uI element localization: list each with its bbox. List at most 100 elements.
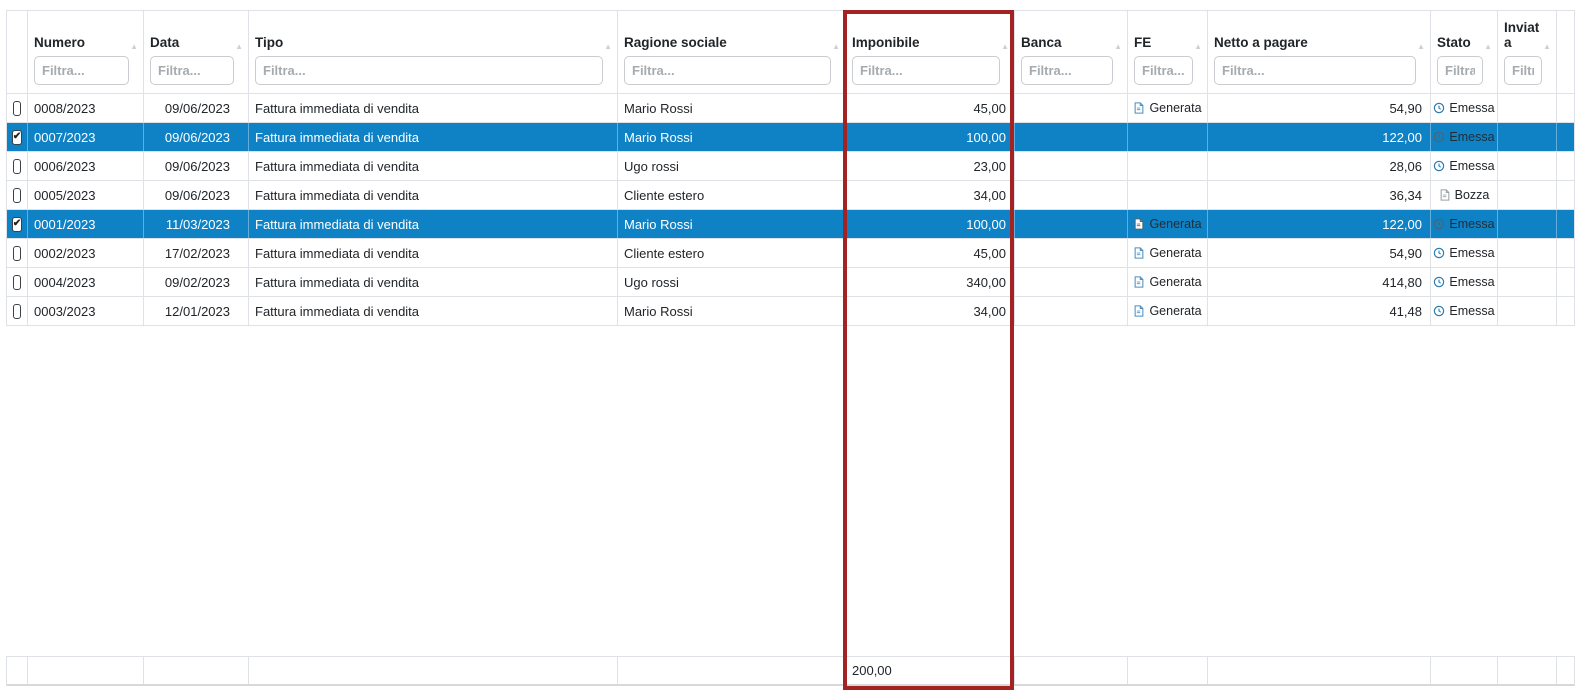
row-checkbox[interactable] <box>13 303 21 319</box>
cell-ragione_sociale: Ugo rossi <box>618 268 846 296</box>
table-row[interactable]: 0004/2023 09/02/2023 Fattura immediata di … <box>6 268 1575 297</box>
cell-stato: Emessa <box>1431 239 1498 267</box>
cell-select[interactable]: ✔ <box>7 123 28 151</box>
cell-netto_a_pagare: 41,48 <box>1208 297 1431 325</box>
cell-numero: 0001/2023 <box>28 210 144 238</box>
table-empty-area <box>6 326 1575 656</box>
table-row[interactable]: 0005/2023 09/06/2023 Fattura immediata di … <box>6 181 1575 210</box>
fe-status-label: Generata <box>1149 275 1202 289</box>
cell-data: 09/06/2023 <box>144 181 249 209</box>
row-checkbox[interactable] <box>13 158 21 174</box>
cell-filler <box>1557 181 1576 209</box>
fe-generata-file-icon <box>1133 218 1145 230</box>
table-footer-row: 200,00 <box>6 656 1575 686</box>
cell-banca <box>1015 123 1128 151</box>
cell-select[interactable] <box>7 181 28 209</box>
cell-select[interactable]: ✔ <box>7 210 28 238</box>
table-row[interactable]: 0006/2023 09/06/2023 Fattura immediata di … <box>6 152 1575 181</box>
cell-select[interactable] <box>7 239 28 267</box>
cell-data: 09/06/2023 <box>144 152 249 180</box>
row-checkbox[interactable]: ✔ <box>11 216 23 232</box>
filter-input-data[interactable] <box>150 56 234 85</box>
cell-netto_a_pagare: 122,00 <box>1208 210 1431 238</box>
table-row[interactable]: 0003/2023 12/01/2023 Fattura immediata di … <box>6 297 1575 326</box>
cell-ragione_sociale: Mario Rossi <box>618 94 846 122</box>
filter-input-banca[interactable] <box>1021 56 1113 85</box>
cell-inviata <box>1498 181 1557 209</box>
table-row[interactable]: 0002/2023 17/02/2023 Fattura immediata di … <box>6 239 1575 268</box>
footer-cell-netto_a_pagare <box>1208 657 1431 684</box>
cell-filler <box>1557 94 1576 122</box>
stato-clock-icon <box>1433 305 1445 317</box>
filter-input-ragione_sociale[interactable] <box>624 56 831 85</box>
stato-clock-icon <box>1433 102 1445 114</box>
column-header-imponibile[interactable]: Imponibile ▲ <box>846 11 1015 93</box>
stato-label: Emessa <box>1449 159 1495 173</box>
cell-stato: Emessa <box>1431 94 1498 122</box>
cell-banca <box>1015 152 1128 180</box>
column-header-netto_a_pagare[interactable]: Netto a pagare ▲ <box>1208 11 1431 93</box>
column-header-filler <box>1557 11 1577 93</box>
cell-data: 09/06/2023 <box>144 123 249 151</box>
cell-fe: Generata <box>1128 94 1208 122</box>
row-checkbox[interactable] <box>13 245 21 261</box>
fe-status-label: Generata <box>1149 217 1202 231</box>
row-checkbox[interactable] <box>13 100 21 116</box>
cell-banca <box>1015 94 1128 122</box>
cell-select[interactable] <box>7 152 28 180</box>
sort-asc-icon: ▲ <box>1417 42 1425 51</box>
filter-input-inviata[interactable] <box>1504 56 1542 85</box>
cell-ragione_sociale: Mario Rossi <box>618 297 846 325</box>
column-header-numero[interactable]: Numero ▲ <box>28 11 144 93</box>
cell-data: 11/03/2023 <box>144 210 249 238</box>
cell-numero: 0006/2023 <box>28 152 144 180</box>
table-row[interactable]: 0008/2023 09/06/2023 Fattura immediata di … <box>6 94 1575 123</box>
column-header-ragione_sociale[interactable]: Ragione sociale ▲ <box>618 11 846 93</box>
column-label-stato: Stato <box>1437 35 1471 51</box>
cell-netto_a_pagare: 122,00 <box>1208 123 1431 151</box>
cell-netto_a_pagare: 54,90 <box>1208 94 1431 122</box>
sort-asc-icon: ▲ <box>604 42 612 51</box>
filter-input-fe[interactable] <box>1134 56 1193 85</box>
column-header-data[interactable]: Data ▲ <box>144 11 249 93</box>
stato-label: Emessa <box>1449 304 1495 318</box>
footer-cell-data <box>144 657 249 684</box>
footer-cell-filler <box>1557 657 1576 684</box>
footer-cell-fe <box>1128 657 1208 684</box>
cell-select[interactable] <box>7 268 28 296</box>
cell-fe <box>1128 152 1208 180</box>
cell-ragione_sociale: Cliente estero <box>618 181 846 209</box>
filter-input-netto_a_pagare[interactable] <box>1214 56 1416 85</box>
fe-generata-file-icon <box>1133 102 1145 114</box>
cell-data: 09/02/2023 <box>144 268 249 296</box>
stato-label: Emessa <box>1449 246 1495 260</box>
table-row[interactable]: ✔ 0001/2023 11/03/2023 Fattura immediata di… <box>6 210 1575 239</box>
table-row[interactable]: ✔ 0007/2023 09/06/2023 Fattura immediata di… <box>6 123 1575 152</box>
column-header-banca[interactable]: Banca ▲ <box>1015 11 1128 93</box>
column-header-stato[interactable]: Stato ▲ <box>1431 11 1498 93</box>
cell-filler <box>1557 123 1576 151</box>
cell-select[interactable] <box>7 94 28 122</box>
cell-imponibile: 340,00 <box>846 268 1015 296</box>
row-checkbox[interactable] <box>13 274 21 290</box>
cell-imponibile: 34,00 <box>846 297 1015 325</box>
column-header-tipo[interactable]: Tipo ▲ <box>249 11 618 93</box>
filter-input-tipo[interactable] <box>255 56 603 85</box>
cell-inviata <box>1498 210 1557 238</box>
filter-input-imponibile[interactable] <box>852 56 1000 85</box>
sort-asc-icon: ▲ <box>1114 42 1122 51</box>
stato-clock-icon <box>1433 218 1445 230</box>
cell-netto_a_pagare: 36,34 <box>1208 181 1431 209</box>
cell-stato: Emessa <box>1431 268 1498 296</box>
filter-input-numero[interactable] <box>34 56 129 85</box>
filter-input-stato[interactable] <box>1437 56 1483 85</box>
row-checkbox[interactable]: ✔ <box>11 129 23 145</box>
fe-generata-file-icon <box>1133 276 1145 288</box>
column-header-fe[interactable]: FE ▲ <box>1128 11 1208 93</box>
cell-select[interactable] <box>7 297 28 325</box>
column-header-inviata[interactable]: Inviata ▲ <box>1498 11 1557 93</box>
row-checkbox[interactable] <box>13 187 21 203</box>
cell-imponibile: 100,00 <box>846 210 1015 238</box>
cell-numero: 0007/2023 <box>28 123 144 151</box>
column-label-ragione_sociale: Ragione sociale <box>624 35 727 51</box>
